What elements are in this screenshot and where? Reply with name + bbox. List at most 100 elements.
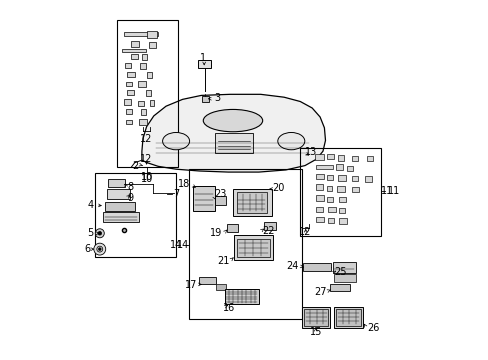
Ellipse shape (97, 246, 102, 252)
Bar (326, 175, 332, 180)
Bar (193, 186, 215, 211)
Bar (352, 156, 357, 161)
Bar (365, 176, 371, 182)
Text: 12: 12 (140, 134, 152, 144)
Text: 20: 20 (272, 183, 285, 193)
Bar (202, 96, 208, 102)
Bar (264, 222, 275, 230)
Bar (336, 164, 343, 170)
Text: 19: 19 (209, 228, 222, 238)
Text: 13: 13 (305, 147, 317, 157)
Text: 2: 2 (132, 161, 138, 171)
Bar (316, 207, 322, 212)
Bar (316, 217, 323, 222)
Bar (117, 20, 178, 167)
Bar (215, 196, 226, 205)
Bar (302, 263, 330, 271)
Bar (316, 195, 324, 201)
Bar (237, 239, 269, 257)
Bar (337, 186, 345, 192)
Text: 1: 1 (199, 53, 205, 63)
Bar (126, 82, 132, 86)
Polygon shape (142, 94, 325, 172)
Bar (327, 218, 333, 223)
Ellipse shape (95, 229, 104, 238)
Bar (147, 31, 157, 38)
Bar (336, 309, 360, 326)
Bar (232, 189, 271, 216)
Text: 24: 24 (285, 261, 298, 271)
Bar (224, 289, 258, 304)
Bar (138, 101, 144, 106)
Bar (103, 212, 139, 222)
Text: 18: 18 (177, 179, 189, 189)
Bar (131, 54, 138, 59)
Bar (332, 262, 355, 273)
Bar (125, 109, 132, 114)
Bar (315, 184, 322, 190)
Bar (95, 173, 176, 257)
Bar (123, 32, 158, 36)
Bar (300, 148, 381, 236)
Bar (337, 175, 346, 181)
Text: 26: 26 (366, 323, 379, 333)
Text: 14: 14 (177, 240, 189, 250)
Bar (107, 189, 130, 199)
Text: 12: 12 (140, 154, 152, 164)
Text: 16: 16 (223, 303, 235, 313)
Text: 10: 10 (140, 172, 152, 182)
Bar (123, 99, 131, 105)
Ellipse shape (98, 248, 101, 251)
Bar (316, 165, 332, 169)
Bar (150, 100, 154, 106)
Bar (138, 81, 146, 87)
Bar (314, 154, 323, 160)
Bar (139, 119, 147, 125)
Bar (107, 179, 125, 187)
Bar (329, 284, 349, 291)
Bar (334, 274, 355, 282)
Bar (346, 166, 352, 171)
Bar (338, 197, 346, 202)
Bar (199, 277, 215, 284)
Bar (327, 207, 335, 212)
Bar (338, 218, 346, 224)
Bar (149, 42, 155, 48)
Ellipse shape (203, 109, 262, 132)
Text: 25: 25 (333, 267, 346, 277)
Text: 11: 11 (380, 186, 392, 196)
Bar (326, 186, 332, 191)
Bar (188, 169, 302, 319)
Ellipse shape (277, 132, 304, 150)
Bar (142, 54, 146, 60)
Bar (131, 41, 139, 47)
Ellipse shape (163, 132, 189, 150)
Bar (366, 156, 372, 161)
Bar (352, 187, 358, 192)
Text: 4: 4 (87, 200, 93, 210)
Text: 7: 7 (173, 189, 179, 199)
Bar (147, 72, 152, 78)
Bar (198, 60, 211, 68)
Bar (326, 197, 332, 202)
Bar (338, 208, 344, 213)
Bar (215, 133, 252, 153)
Bar (126, 120, 132, 124)
Bar (352, 176, 358, 181)
Bar (233, 235, 273, 260)
Text: 22: 22 (261, 226, 274, 236)
Text: 27: 27 (313, 287, 326, 297)
Bar (140, 63, 145, 69)
Bar (326, 154, 334, 159)
Bar (125, 63, 131, 68)
Bar (127, 90, 134, 95)
Text: 23: 23 (213, 189, 226, 199)
Text: 6: 6 (84, 244, 90, 254)
Bar (141, 109, 145, 115)
Text: 11: 11 (387, 186, 399, 196)
Text: 12: 12 (298, 227, 310, 237)
Text: 5: 5 (87, 228, 93, 238)
Bar (315, 174, 323, 179)
Bar (145, 90, 150, 96)
Text: 21: 21 (217, 256, 229, 266)
